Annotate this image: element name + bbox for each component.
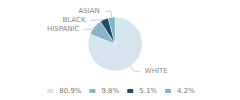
svg-text:5.1%: 5.1% (139, 87, 157, 95)
svg-text:WHITE: WHITE (145, 67, 168, 75)
svg-text:HISPANIC: HISPANIC (47, 25, 80, 33)
svg-text:9.8%: 9.8% (101, 87, 119, 95)
svg-text:BLACK: BLACK (62, 16, 85, 24)
svg-text:ASIAN: ASIAN (79, 7, 100, 15)
svg-text:4.2%: 4.2% (177, 87, 195, 95)
svg-text:80.9%: 80.9% (59, 87, 82, 95)
